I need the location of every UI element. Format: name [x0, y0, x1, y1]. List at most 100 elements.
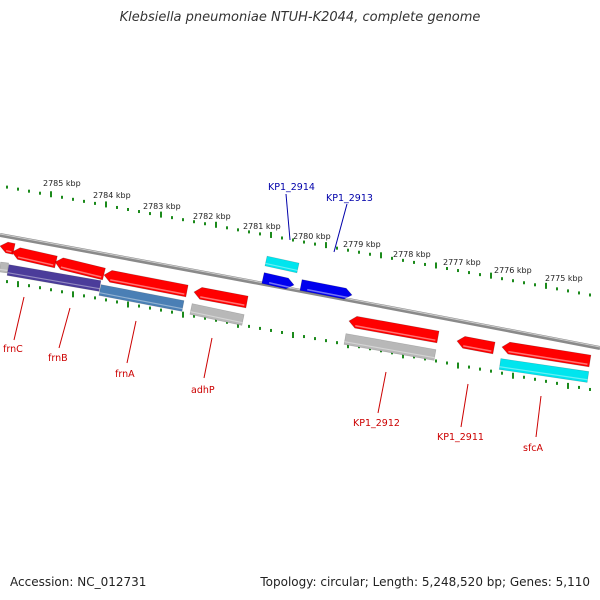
scale-tick — [215, 318, 217, 322]
scale-tick — [457, 362, 459, 369]
scale-tick — [17, 281, 19, 288]
gene-arrow-frnB-sheen — [60, 266, 102, 278]
gene-label: KP1_2911 — [437, 432, 484, 443]
cds-bar-KP1_2914-shape — [264, 255, 300, 274]
scale-tick — [314, 337, 316, 341]
gene-features — [0, 241, 592, 383]
scale-tick — [523, 281, 525, 285]
scale-tick — [534, 377, 536, 381]
scale-tick — [292, 238, 294, 242]
gene-arrow-frnA-sheen — [110, 279, 185, 295]
scale-tick — [325, 242, 327, 249]
scale-tick — [204, 222, 206, 226]
scale-tick — [149, 212, 151, 216]
scale-tick — [336, 341, 338, 345]
scale-tick — [248, 230, 250, 234]
genome-summary-text: Topology: circular; Length: 5,248,520 bp… — [260, 575, 590, 589]
gene-arrow-KP1_2911-sheen — [463, 345, 492, 352]
cds-bar-frnA-shape — [98, 284, 185, 312]
genome-backbone-highlight — [0, 233, 600, 348]
scale-tick — [314, 242, 316, 246]
cds-bar-leftmost-shape — [0, 261, 9, 274]
callout-line — [58, 307, 71, 349]
scale-tick — [501, 277, 503, 281]
scale-tick — [39, 191, 41, 195]
scale-tick — [501, 371, 503, 375]
scale-tick — [567, 382, 569, 389]
cds-bar-leftmost-sheen — [0, 268, 8, 272]
scale-tick — [160, 308, 162, 312]
gene-arrow-leftmost-shape — [0, 241, 16, 255]
outer-scale-ticks — [6, 185, 591, 297]
callout-frnA: frnA — [115, 320, 137, 380]
scale-tick — [28, 284, 30, 288]
scale-tick — [248, 324, 250, 328]
scale-tick — [149, 306, 151, 310]
gene-arrow-frnC — [11, 247, 58, 269]
gene-arrow-KP1_2914-shape — [261, 272, 295, 290]
gene-arrow-sfcA-shape — [501, 341, 592, 368]
callout-frnC: frnC — [3, 296, 25, 355]
gene-arrow-KP1_2913-sheen — [307, 288, 350, 299]
scale-tick — [259, 326, 261, 330]
scale-tick — [215, 221, 217, 228]
scale-label: 2784 kbp — [93, 191, 131, 200]
scale-tick — [347, 248, 349, 252]
gene-label: frnA — [115, 369, 135, 380]
scale-tick — [6, 280, 8, 284]
gene-label: frnB — [48, 353, 68, 364]
scale-tick — [490, 369, 492, 373]
scale-tick — [17, 187, 19, 191]
scale-tick — [83, 199, 85, 203]
cds-bar-frnC — [6, 264, 102, 292]
gene-arrow-adhP — [193, 287, 249, 309]
scale-tick — [347, 342, 349, 349]
cds-bar-sfcA — [498, 358, 590, 383]
scale-tick — [589, 387, 591, 391]
scale-tick — [556, 381, 558, 385]
scale-tick — [457, 269, 459, 273]
scale-tick — [325, 339, 327, 343]
callout-line — [535, 395, 542, 438]
gene-label: adhP — [191, 385, 215, 396]
callout-line — [126, 320, 137, 364]
cds-bar-frnA — [98, 284, 185, 312]
scale-label: 2785 kbp — [43, 179, 81, 188]
scale-tick — [413, 260, 415, 264]
gene-arrow-frnB — [54, 257, 106, 281]
gene-arrow-frnB-shape — [54, 257, 106, 281]
gene-arrow-KP1_2911 — [456, 336, 496, 355]
scale-tick — [545, 379, 547, 383]
scale-tick — [50, 288, 52, 292]
gene-arrow-KP1_2912-shape — [348, 316, 440, 344]
scale-tick — [138, 210, 140, 214]
gene-arrow-KP1_2913-shape — [299, 279, 353, 300]
gene-arrow-KP1_2911-shape — [456, 336, 496, 355]
scale-tick — [193, 314, 195, 318]
scale-label: 2780 kbp — [293, 232, 331, 241]
scale-label: 2779 kbp — [343, 240, 381, 249]
scale-tick — [226, 226, 228, 230]
scale-label: 2775 kbp — [545, 274, 583, 283]
scale-tick — [589, 293, 591, 297]
scale-tick — [413, 355, 415, 359]
gene-label: frnC — [3, 344, 23, 355]
scale-tick — [380, 252, 382, 259]
scale-tick — [490, 272, 492, 279]
gene-arrow-sfcA-sheen — [508, 350, 588, 365]
cds-bar-KP1_2912-sheen — [344, 341, 435, 359]
scale-tick — [358, 250, 360, 254]
genome-backbone — [0, 233, 600, 350]
cds-bar-frnC-sheen — [7, 272, 100, 290]
scale-tick — [182, 311, 184, 318]
callout-line — [333, 203, 348, 253]
gene-arrow-KP1_2912-sheen — [355, 325, 436, 341]
scale-label: 2777 kbp — [443, 258, 481, 267]
scale-tick — [435, 262, 437, 269]
scale-tick — [138, 304, 140, 308]
gene-arrow-KP1_2912 — [348, 316, 440, 344]
scale-tick — [105, 201, 107, 208]
scale-tick — [512, 279, 514, 283]
scale-tick — [402, 352, 404, 359]
